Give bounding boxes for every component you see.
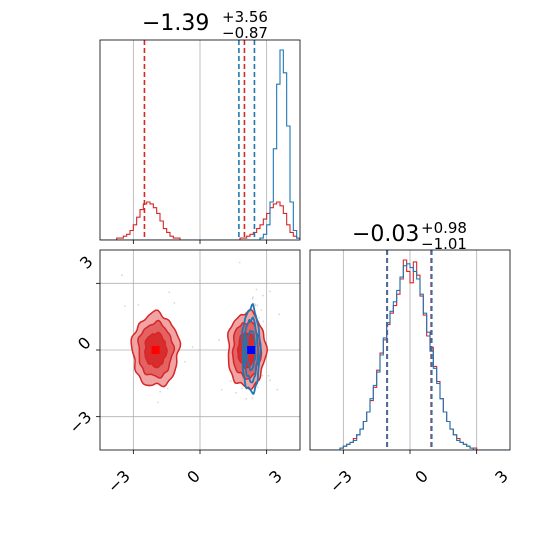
scatter-point — [278, 313, 281, 316]
scatter-point — [251, 397, 254, 400]
title-param-2: −0.03 +0.98 −1.01 — [352, 219, 467, 253]
scatter-point — [260, 309, 263, 311]
scatter-point — [245, 397, 248, 400]
scatter-point — [235, 391, 237, 394]
scatter-point — [191, 346, 194, 348]
marginal-2-x-tick-labels: −3 0 3 — [326, 466, 512, 496]
scatter-point — [229, 380, 232, 383]
x-tick-label: −3 — [326, 466, 356, 496]
x-tick-label: 3 — [265, 466, 286, 487]
title-param-1: −1.39 +3.56 −0.87 — [142, 8, 268, 42]
scatter-point — [269, 379, 271, 382]
median-marker — [151, 346, 160, 354]
scatter-point — [220, 388, 223, 391]
scatter-point — [123, 305, 126, 308]
marginal-panel-param-1 — [99, 39, 301, 244]
title-value: −1.39 — [142, 11, 209, 36]
joint-x-tick-labels: −3 0 3 — [104, 466, 286, 496]
scatter-point — [120, 274, 123, 277]
title-lower-error: −0.87 — [222, 24, 268, 42]
joint-y-tick-labels: 3 0 −3 — [65, 252, 96, 437]
scatter-point — [261, 374, 264, 377]
scatter-point — [168, 291, 171, 294]
contour-area — [120, 261, 281, 404]
title-lower-error: −1.01 — [421, 235, 467, 253]
panel-frame — [309, 249, 511, 451]
scatter-point — [156, 401, 159, 404]
histogram-area — [100, 40, 300, 240]
contour-level — [245, 329, 257, 372]
scatter-point — [256, 386, 259, 389]
y-tick-label: 0 — [74, 333, 95, 354]
median-marker — [247, 346, 256, 354]
scatter-point — [255, 288, 258, 291]
scatter-point — [137, 304, 140, 306]
histogram-series — [100, 49, 300, 240]
histogram-series — [310, 263, 510, 450]
scatter-point — [173, 302, 176, 304]
contour-level — [241, 302, 262, 395]
scatter-point — [267, 374, 270, 377]
x-tick-label: 3 — [491, 466, 512, 487]
panel-frame — [99, 39, 301, 241]
contour-level — [243, 316, 260, 384]
scatter-point — [268, 290, 271, 293]
histogram-area — [310, 250, 510, 450]
y-tick-label: 3 — [76, 252, 97, 273]
scatter-point — [238, 261, 241, 264]
x-tick-label: 0 — [411, 466, 432, 487]
scatter-point — [166, 387, 169, 390]
scatter-point — [183, 360, 186, 363]
x-tick-label: 0 — [183, 466, 204, 487]
scatter-point — [258, 317, 261, 319]
scatter-point — [251, 296, 254, 299]
scatter-point — [262, 320, 265, 323]
scatter-point — [241, 387, 243, 390]
x-tick-label: −3 — [104, 466, 134, 496]
panel-frame — [99, 249, 301, 451]
scatter-point — [276, 388, 279, 391]
scatter-point — [159, 390, 161, 393]
scatter-point — [218, 339, 221, 341]
scatter-point — [262, 294, 265, 297]
marginal-panel-param-2 — [309, 249, 511, 454]
title-value: −0.03 — [352, 222, 419, 247]
scatter-point — [251, 297, 254, 300]
y-tick-label: −3 — [65, 407, 95, 437]
title-upper-error: +0.98 — [421, 219, 467, 237]
title-upper-error: +3.56 — [222, 8, 268, 26]
scatter-point — [256, 304, 259, 307]
histogram-series — [100, 201, 300, 240]
joint-panel — [96, 249, 301, 454]
scatter-point — [254, 303, 257, 306]
scatter-point — [254, 304, 257, 307]
